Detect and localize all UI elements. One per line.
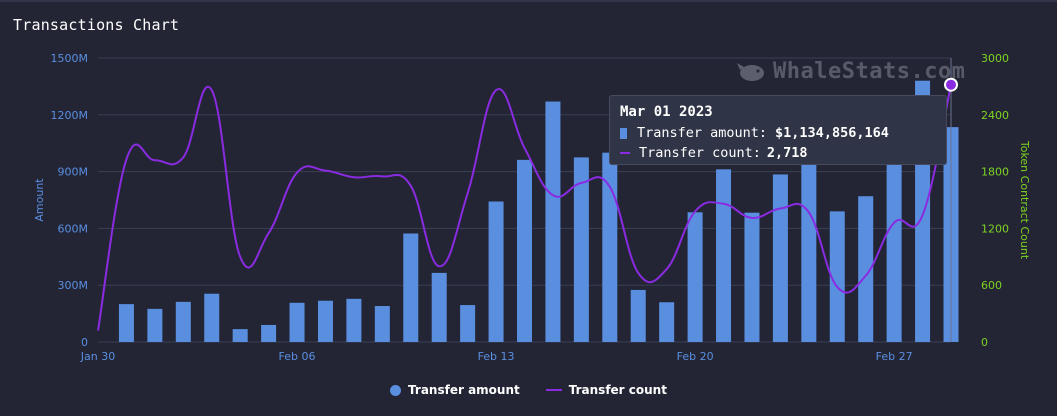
line-swatch-icon [620,152,630,154]
legend-item-transfer-count[interactable]: Transfer count [545,383,667,397]
y-right-tick-label: 2400 [981,109,1009,122]
bar[interactable] [573,157,589,342]
bar[interactable] [744,212,760,342]
x-tick-label: Feb 13 [478,350,515,363]
bar[interactable] [317,300,333,342]
y-right-tick-label: 0 [981,336,988,349]
x-tick-label: Feb 06 [279,350,316,363]
y-left-tick-label: 600M [58,222,89,235]
x-tick-label: Feb 27 [876,350,913,363]
tooltip-count-label: Transfer count: [639,145,761,161]
y-right-axis-label: Token Contract Count [1018,140,1031,260]
tooltip-amount-label: Transfer amount: [637,125,768,141]
bar[interactable] [118,304,134,342]
bar-series [118,80,959,343]
bar[interactable] [431,272,447,342]
y-left-tick-label: 1500M [51,52,89,65]
legend-dot-icon [390,384,402,396]
whale-logo-icon [737,63,764,81]
axis-ticks: 0 0 300M 600 600M 1200 900M 1800 1200M 2400 1500M 3… [51,52,1010,363]
legend-label-amount: Transfer amount [408,383,520,397]
bar[interactable] [716,169,732,342]
tooltip-amount-row: Transfer amount: $1,134,856,164 [620,123,936,143]
x-tick-label: Feb 20 [677,350,714,363]
legend-item-transfer-amount[interactable]: Transfer amount [390,383,520,397]
chart-legend: Transfer amount Transfer count [0,383,1057,397]
legend-label-count: Transfer count [568,383,667,397]
tooltip-count-row: Transfer count: 2,718 [620,143,936,163]
watermark-text: WhaleStats.com [773,58,966,84]
bar[interactable] [289,302,305,342]
bar[interactable] [403,233,419,342]
whalestats-watermark: WhaleStats.com [737,58,965,84]
bar[interactable] [232,329,248,342]
chart-tooltip: Mar 01 2023 Transfer amount: $1,134,856,… [609,95,947,165]
bar-swatch-icon [620,127,627,139]
bar[interactable] [147,308,163,342]
transfer-count-line [97,84,952,331]
y-right-tick-label: 600 [981,279,1002,292]
y-right-tick-label: 1200 [981,222,1009,235]
bar[interactable] [829,211,845,342]
legend-line-icon [545,389,562,391]
bar[interactable] [346,298,362,342]
bar[interactable] [488,201,504,342]
bar[interactable] [659,302,675,342]
bar[interactable] [460,305,476,342]
bar[interactable] [517,159,532,342]
y-right-tick-label: 3000 [981,52,1009,65]
y-right-tick-label: 1800 [981,166,1009,179]
bar[interactable] [630,289,646,342]
y-left-tick-label: 1200M [51,109,89,122]
chart-title: Transactions Chart [13,16,180,34]
y-left-tick-label: 0 [81,336,88,349]
tooltip-amount-value: $1,134,856,164 [775,125,889,141]
axis-labels: Amount Token Contract Count [33,140,1031,260]
bar[interactable] [772,174,788,342]
bar[interactable] [886,133,902,342]
x-tick-label: Jan 30 [80,350,115,363]
y-left-tick-label: 900M [58,166,89,179]
tooltip-count-value: 2,718 [766,145,808,161]
bar[interactable] [261,324,277,342]
bar[interactable] [204,293,220,342]
bar[interactable] [175,301,191,342]
bar[interactable] [687,212,703,342]
tooltip-date: Mar 01 2023 [620,104,713,120]
hover-marker [944,58,958,342]
bar[interactable] [545,101,561,343]
y-left-axis-label: Amount [33,178,46,222]
y-left-tick-label: 300M [58,279,89,292]
bar[interactable] [801,153,817,342]
bar[interactable] [602,152,618,342]
bar[interactable] [374,306,390,342]
bar[interactable] [858,196,874,342]
hover-point [944,77,958,92]
